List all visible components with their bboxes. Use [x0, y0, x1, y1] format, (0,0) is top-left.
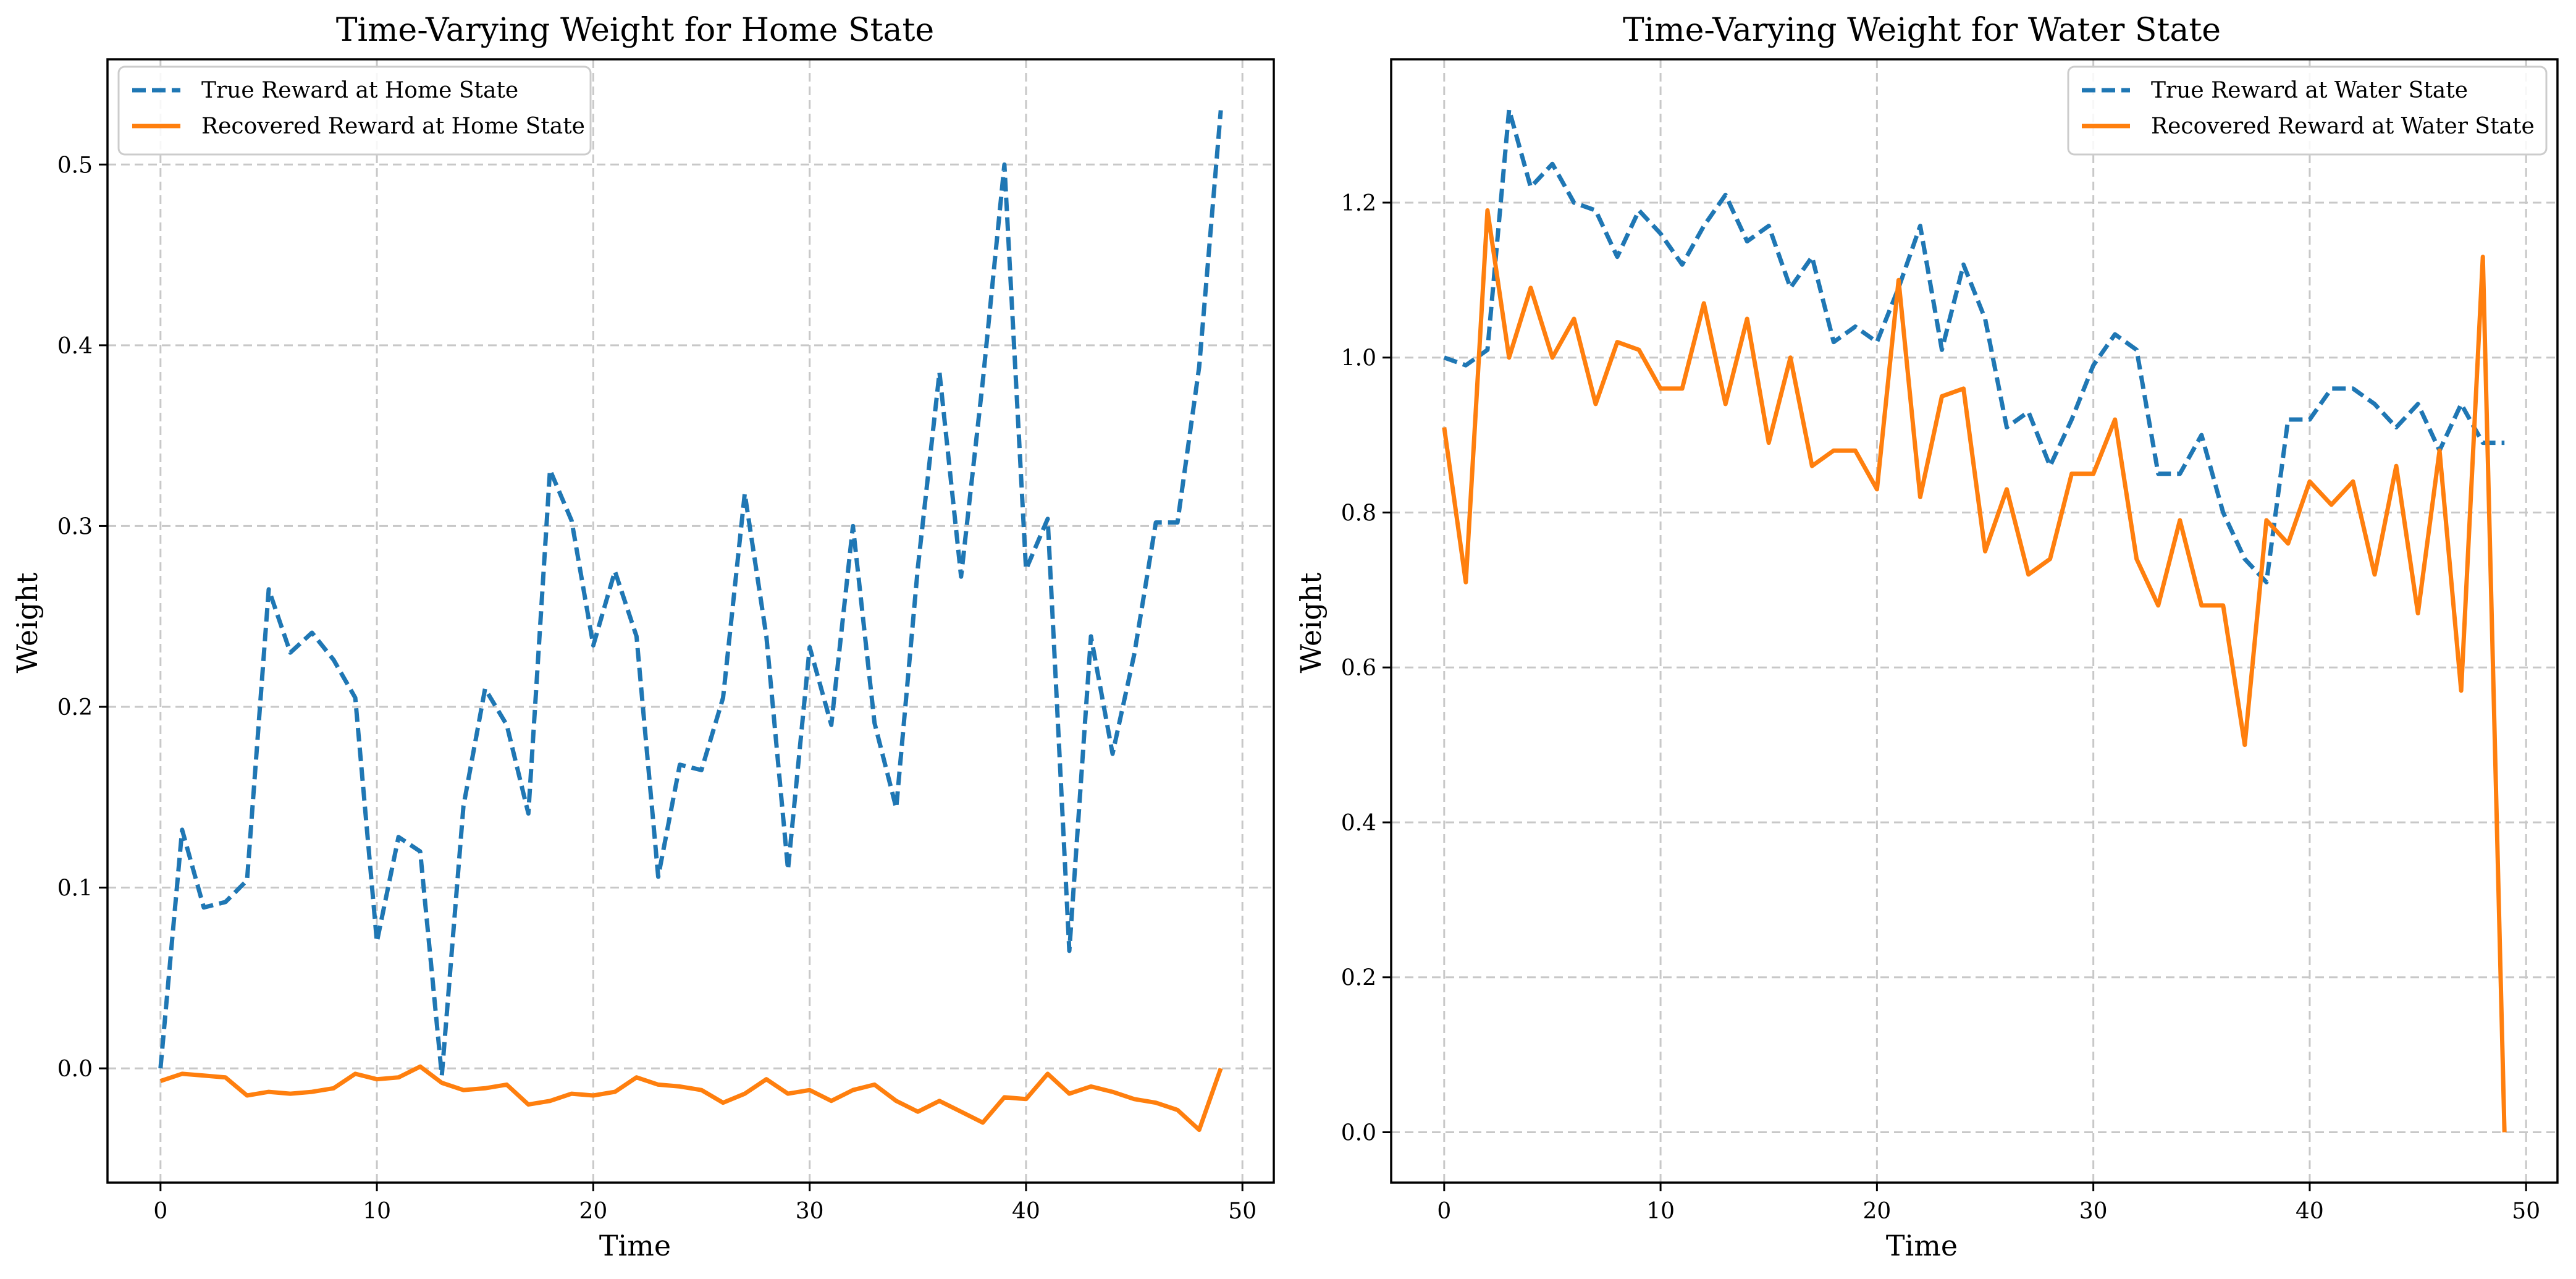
legend-label-recovered: Recovered Reward at Home State [201, 114, 585, 139]
y-tick-label: 0.5 [57, 153, 93, 178]
legend-label-true: True Reward at Home State [201, 78, 518, 103]
x-tick-label: 10 [1646, 1199, 1675, 1224]
y-tick-label: 0.3 [57, 514, 93, 539]
series-lines [158, 110, 1223, 1133]
x-tick-label: 30 [2079, 1199, 2108, 1224]
legend-box [117, 65, 592, 156]
axis-ticks: 0 10 20 30 40 50 0.0 0.1 0.2 0.3 0.4 0.5 [57, 153, 1256, 1224]
legend-box [2067, 65, 2548, 156]
y-tick-label: 0.2 [1341, 966, 1376, 991]
x-tick-label: 40 [2296, 1199, 2324, 1224]
y-tick-label: 1.2 [1341, 191, 1376, 216]
chart-title: Time-Varying Weight for Home State [336, 12, 934, 49]
series-lines [1442, 108, 2507, 1133]
x-axis-label: Time [1886, 1229, 1958, 1262]
x-tick-label: 20 [579, 1199, 607, 1224]
y-tick-label: 0.2 [57, 695, 93, 720]
grid [107, 59, 1274, 1183]
chart-home-state: Time-Varying Weight for Home State Time … [11, 12, 1275, 1262]
x-tick-label: 30 [796, 1199, 824, 1224]
grid [1391, 59, 2557, 1183]
y-tick-label: 0.1 [57, 876, 93, 901]
x-axis-label: Time [599, 1229, 671, 1262]
y-tick-label: 0.8 [1341, 500, 1376, 526]
y-axis-label: Weight [11, 572, 44, 673]
y-tick-label: 0.0 [1341, 1121, 1376, 1146]
series-line-true [158, 110, 1223, 1078]
legend-label-recovered: Recovered Reward at Water State [2151, 114, 2535, 139]
legend-label-true: True Reward at Water State [2151, 78, 2468, 103]
chart-water-state: Time-Varying Weight for Water State Time… [1294, 12, 2559, 1262]
y-tick-label: 0.4 [1341, 811, 1376, 836]
x-tick-label: 0 [153, 1199, 167, 1224]
plot-frame [1390, 58, 2559, 1184]
axis-ticks: 0 10 20 30 40 50 0.0 0.2 0.4 0.6 0.8 1.0 1.2 [1341, 191, 2540, 1224]
y-tick-label: 1.0 [1341, 346, 1376, 371]
series-line-recovered [159, 1064, 1223, 1133]
x-tick-label: 20 [1863, 1199, 1891, 1224]
x-tick-label: 40 [1012, 1199, 1040, 1224]
series-line-true [1443, 108, 2505, 585]
y-axis-label: Weight [1294, 572, 1328, 673]
y-tick-label: 0.6 [1341, 656, 1376, 681]
legend: True Reward at Water State Recovered Rew… [2067, 65, 2548, 156]
y-tick-label: 0.0 [57, 1057, 93, 1082]
legend: True Reward at Home State Recovered Rewa… [117, 65, 592, 156]
x-tick-label: 50 [2512, 1199, 2540, 1224]
y-tick-label: 0.4 [57, 334, 93, 359]
x-tick-label: 10 [363, 1199, 391, 1224]
series-line-recovered [1442, 208, 2507, 1133]
plot-frame [106, 58, 1275, 1184]
x-tick-label: 0 [1437, 1199, 1451, 1224]
x-tick-label: 50 [1228, 1199, 1256, 1224]
chart-title: Time-Varying Weight for Water State [1623, 12, 2221, 49]
